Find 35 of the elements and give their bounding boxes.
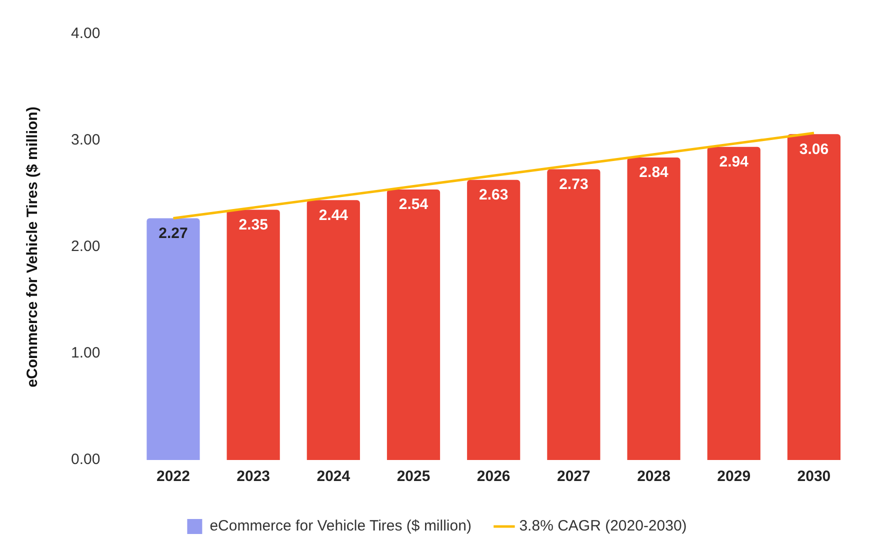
data-label: 2.84 (639, 164, 670, 182)
bar (306, 200, 360, 460)
x-tick-label: 2029 (717, 468, 751, 486)
x-tick-label: 2027 (557, 468, 590, 486)
y-tick-label: 0.00 (70, 451, 100, 468)
x-tick-label: 2022 (156, 468, 190, 486)
bar (146, 218, 200, 460)
y-tick-label: 3.00 (70, 132, 100, 149)
x-tick-label: 2030 (797, 468, 831, 486)
x-tick-label: 2023 (236, 468, 270, 486)
x-tick-label: 2028 (637, 468, 670, 486)
bar (707, 146, 760, 460)
y-axis-title: eCommerce for Vehicle Tires ($ million) (24, 106, 42, 388)
data-label: 2.35 (238, 216, 268, 234)
y-tick-label: 4.00 (70, 25, 100, 42)
x-tick-label: 2024 (316, 468, 351, 486)
x-tick-label: 2026 (476, 468, 510, 486)
bar (467, 180, 520, 460)
data-label: 2.27 (158, 224, 188, 242)
data-label: 2.54 (398, 196, 429, 214)
data-label: 2.94 (719, 154, 750, 171)
bar (627, 158, 680, 460)
data-label: 2.73 (559, 176, 588, 193)
y-tick-label: 1.00 (70, 344, 100, 362)
y-tick-label: 2.00 (70, 238, 100, 256)
bar (226, 210, 280, 460)
data-label: 2.44 (318, 206, 349, 224)
data-label: 3.06 (799, 140, 829, 158)
legend-label: 3.8% CAGR (2020-2030) (519, 518, 687, 535)
legend-label: eCommerce for Vehicle Tires ($ million) (210, 518, 472, 535)
x-tick-label: 2025 (396, 468, 430, 486)
bar (787, 134, 841, 460)
data-label: 2.63 (478, 186, 508, 204)
bar (547, 169, 600, 460)
bar (386, 189, 440, 460)
